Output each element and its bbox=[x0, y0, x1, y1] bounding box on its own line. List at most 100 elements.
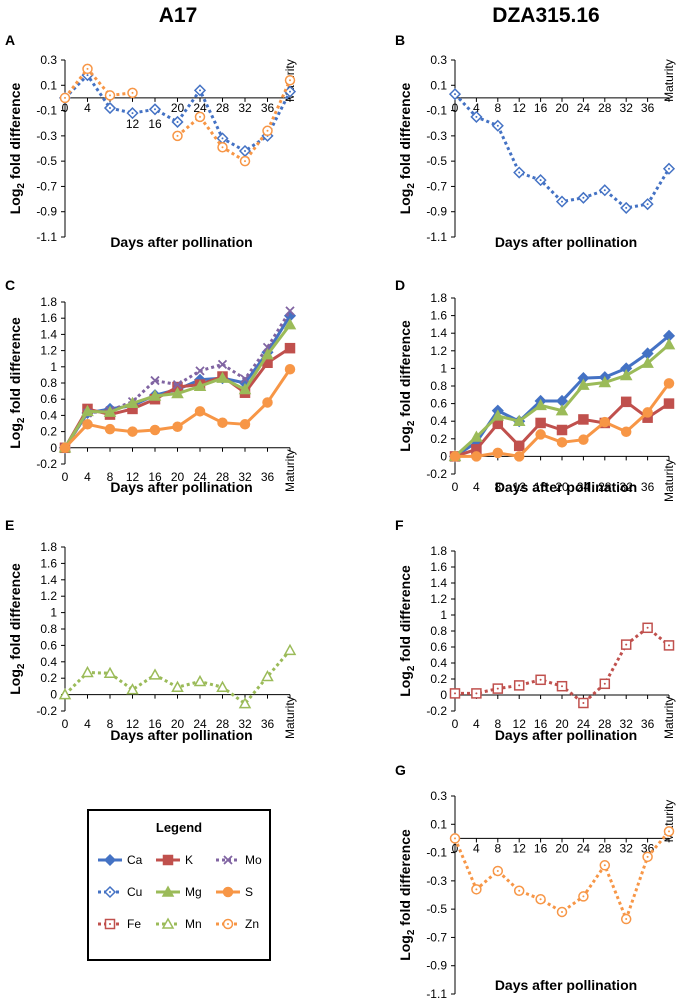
x-tick-label: 24 bbox=[577, 101, 591, 115]
data-point bbox=[240, 374, 250, 384]
data-point bbox=[148, 389, 162, 401]
legend-item-ca: Ca bbox=[98, 853, 143, 867]
x-tick-label: 24 bbox=[577, 841, 591, 855]
data-point-dot bbox=[176, 120, 179, 123]
data-point-dot bbox=[109, 107, 111, 110]
y-tick-label: -0.2 bbox=[426, 704, 447, 718]
x-tick-label: 12 bbox=[513, 101, 527, 115]
x-tick-label: 36 bbox=[261, 101, 275, 115]
x-tick-label: 20 bbox=[171, 101, 185, 115]
x-axis-title: Days after pollination bbox=[495, 727, 637, 743]
data-point bbox=[171, 386, 184, 399]
x-axis-title: Days after pollination bbox=[495, 479, 637, 495]
series-line bbox=[176, 79, 292, 163]
legend-item-mo: Mo bbox=[216, 853, 262, 867]
y-tick-label: 0 bbox=[50, 441, 57, 455]
x-tick-label: 4 bbox=[84, 717, 91, 731]
x-tick-label: 8 bbox=[494, 841, 501, 855]
y-tick-label: 1.6 bbox=[40, 311, 57, 325]
data-point bbox=[283, 643, 297, 656]
x-tick-label: 32 bbox=[620, 101, 634, 115]
x-tick-label: 16 bbox=[148, 117, 162, 131]
y-tick-label: 0.8 bbox=[430, 624, 447, 638]
legend-label: Mg bbox=[185, 885, 202, 899]
y-tick-label: 1.2 bbox=[430, 592, 447, 606]
y-tick-label: -0.9 bbox=[426, 959, 447, 973]
x-tick-label: 28 bbox=[216, 717, 230, 731]
data-point bbox=[239, 419, 251, 430]
y-tick-label: 1.8 bbox=[40, 295, 57, 309]
x-tick-label: 12 bbox=[513, 480, 527, 494]
data-point bbox=[535, 417, 546, 429]
data-point bbox=[555, 404, 569, 416]
data-point-dot bbox=[131, 112, 134, 115]
x-tick-label: 16 bbox=[534, 480, 548, 494]
x-tick-label: 28 bbox=[598, 841, 612, 855]
y-tick-label: 1.2 bbox=[40, 589, 57, 603]
data-point-dot bbox=[603, 682, 606, 685]
data-point bbox=[598, 375, 612, 388]
y-tick-label: 0.6 bbox=[430, 397, 447, 411]
y-tick-label: 0.6 bbox=[40, 392, 57, 406]
x-tick-label: 0 bbox=[62, 470, 69, 484]
data-point-dot bbox=[496, 687, 499, 690]
y-tick-label: -0.1 bbox=[426, 104, 447, 118]
x-tick-label: 4 bbox=[84, 101, 91, 115]
legend-marker bbox=[161, 885, 175, 897]
data-point bbox=[513, 440, 525, 452]
data-point-dot bbox=[603, 864, 606, 867]
data-point bbox=[238, 697, 252, 709]
x-tick-label: 32 bbox=[238, 717, 252, 731]
x-tick-label: 4 bbox=[84, 470, 91, 484]
legend-item-s: S bbox=[216, 885, 253, 899]
x-tick-label: 36 bbox=[261, 717, 275, 731]
data-point bbox=[620, 426, 632, 438]
x-axis-title: Days after pollination bbox=[110, 234, 252, 250]
data-point-dot bbox=[289, 90, 291, 93]
x-tick-label: 36 bbox=[641, 480, 655, 494]
x-tick-label: 24 bbox=[193, 717, 207, 731]
series-line bbox=[455, 626, 670, 705]
y-tick-label: 1 bbox=[440, 608, 447, 622]
legend-marker bbox=[222, 886, 234, 898]
y-tick-label: 1.8 bbox=[430, 544, 447, 558]
data-point-dot bbox=[176, 134, 179, 137]
data-point bbox=[149, 424, 161, 436]
data-point bbox=[194, 406, 206, 417]
x-tick-label: 16 bbox=[534, 841, 548, 855]
x-tick-label: 28 bbox=[216, 101, 230, 115]
panel-label-a: A bbox=[5, 32, 15, 48]
data-point bbox=[556, 437, 568, 448]
data-point bbox=[512, 414, 526, 426]
x-tick-label: 32 bbox=[620, 717, 634, 731]
data-point-dot bbox=[668, 167, 670, 170]
y-tick-label: 0.8 bbox=[430, 379, 447, 393]
data-point-dot bbox=[582, 895, 585, 898]
data-point-dot bbox=[518, 684, 521, 687]
data-point-dot bbox=[646, 855, 649, 858]
panel-label-e: E bbox=[5, 517, 14, 533]
y-tick-label: 0.3 bbox=[430, 53, 447, 67]
data-point bbox=[262, 397, 273, 408]
panel-f: F1.81.61.41.210.80.60.40.20-0.20 4 8 12 16 20… bbox=[395, 517, 676, 743]
data-point bbox=[58, 688, 72, 700]
x-tick-label: 0 bbox=[452, 101, 459, 115]
data-point-dot bbox=[475, 115, 478, 118]
data-point bbox=[81, 404, 94, 417]
legend-item-fe: Fe bbox=[98, 917, 141, 931]
data-point bbox=[556, 424, 568, 436]
x-tick-label: 28 bbox=[216, 470, 230, 484]
panels: A0.30.1-0.1-0.3-0.5-0.7-0.9-1.1048121620… bbox=[5, 32, 676, 1001]
panel-e: E 1.8 1.6 1.4 1.2 1 0.8 0.6 0.4 0.2 0 -0.2 0 4 8 12 16 20… bbox=[5, 517, 297, 743]
x-tick-label: 28 bbox=[598, 480, 612, 494]
x-tick-label: 20 bbox=[555, 717, 569, 731]
x-tick-label: 28 bbox=[598, 101, 612, 115]
panel-c: C 1.8 1.6 1.4 1.2 1 0.8 0.6 0.4 0.2 0 -0.2 0 4 8 12 16 20… bbox=[5, 277, 297, 495]
data-point-dot bbox=[518, 889, 521, 892]
x-tick-label: Maturity bbox=[283, 449, 297, 492]
data-point bbox=[172, 421, 183, 432]
x-tick-label: 8 bbox=[494, 717, 501, 731]
data-point-dot bbox=[454, 837, 456, 840]
x-tick-label: 20 bbox=[555, 101, 569, 115]
data-point-dot bbox=[603, 189, 606, 192]
